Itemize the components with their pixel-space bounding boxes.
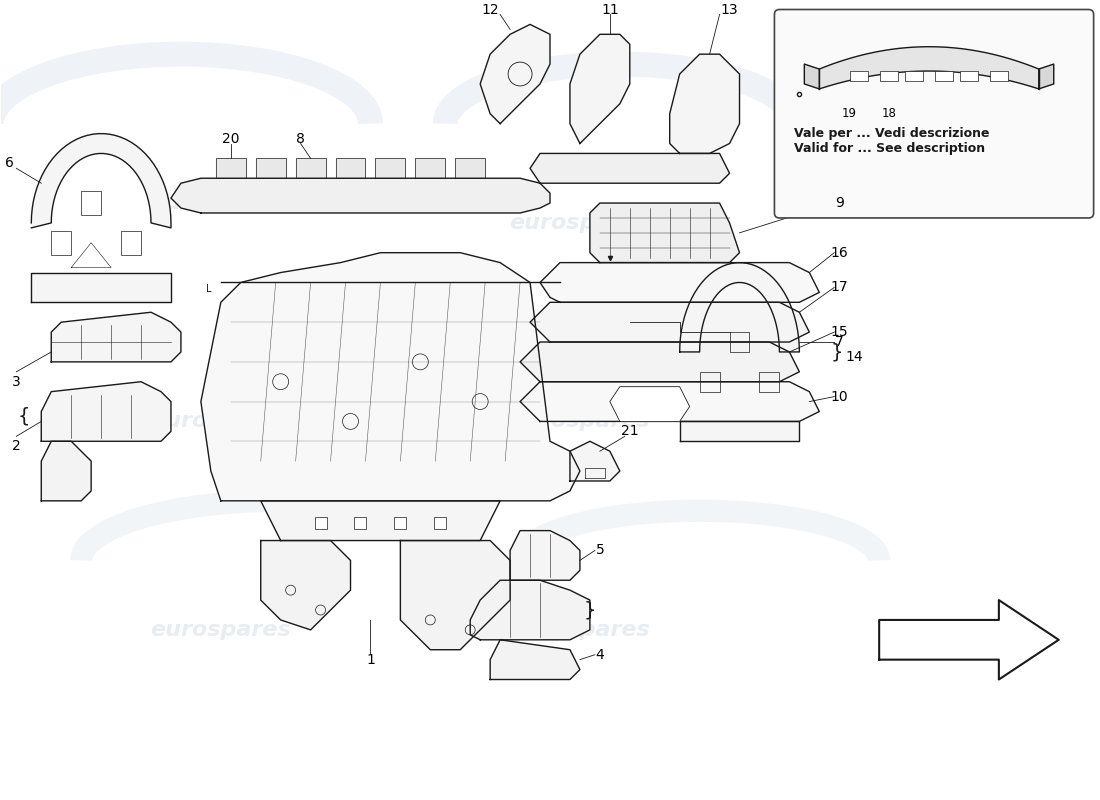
- Polygon shape: [261, 541, 351, 630]
- Bar: [935, 71, 953, 81]
- Bar: [759, 372, 780, 392]
- Bar: [354, 517, 366, 529]
- Bar: [905, 71, 923, 81]
- Text: 19: 19: [842, 107, 857, 120]
- Text: 11: 11: [601, 2, 618, 17]
- Bar: [121, 231, 141, 254]
- Bar: [729, 332, 749, 352]
- Text: eurospares: eurospares: [509, 620, 650, 640]
- Text: 9: 9: [835, 196, 844, 210]
- Text: 1: 1: [366, 653, 375, 666]
- Text: Vale per ... Vedi descrizione: Vale per ... Vedi descrizione: [794, 127, 990, 140]
- Polygon shape: [52, 312, 180, 362]
- Text: L: L: [206, 284, 211, 294]
- Polygon shape: [680, 422, 800, 442]
- Text: 12: 12: [482, 2, 499, 17]
- Polygon shape: [530, 302, 810, 342]
- Polygon shape: [42, 442, 91, 501]
- Polygon shape: [510, 530, 580, 580]
- Text: 15: 15: [830, 325, 848, 339]
- Text: 3: 3: [12, 374, 21, 389]
- Bar: [850, 71, 868, 81]
- Polygon shape: [416, 158, 446, 178]
- Polygon shape: [336, 158, 365, 178]
- Polygon shape: [491, 640, 580, 679]
- Text: }: }: [584, 601, 596, 619]
- Text: eurospares: eurospares: [509, 411, 650, 431]
- Polygon shape: [820, 46, 1038, 89]
- Polygon shape: [42, 382, 170, 442]
- Polygon shape: [570, 442, 619, 481]
- Text: 6: 6: [4, 156, 14, 170]
- Polygon shape: [31, 134, 170, 228]
- Polygon shape: [31, 273, 170, 302]
- Bar: [960, 71, 978, 81]
- Text: eurospares: eurospares: [509, 213, 650, 233]
- Text: eurospares: eurospares: [151, 620, 292, 640]
- Polygon shape: [804, 64, 820, 89]
- Text: 21: 21: [621, 424, 639, 438]
- Polygon shape: [170, 178, 550, 213]
- Bar: [315, 517, 327, 529]
- Polygon shape: [261, 501, 500, 541]
- Text: {: {: [18, 407, 30, 426]
- Text: 20: 20: [222, 131, 240, 146]
- Polygon shape: [255, 158, 286, 178]
- Polygon shape: [680, 262, 800, 352]
- Polygon shape: [216, 158, 245, 178]
- Polygon shape: [296, 158, 326, 178]
- Bar: [395, 517, 406, 529]
- Text: }: }: [830, 342, 844, 362]
- Text: 10: 10: [830, 390, 848, 404]
- Text: 4: 4: [595, 648, 604, 662]
- Polygon shape: [879, 600, 1058, 679]
- Bar: [434, 517, 447, 529]
- Polygon shape: [455, 158, 485, 178]
- Polygon shape: [520, 382, 820, 422]
- Text: 8: 8: [296, 131, 305, 146]
- Text: Valid for ... See description: Valid for ... See description: [794, 142, 986, 155]
- Polygon shape: [400, 541, 510, 650]
- Polygon shape: [375, 158, 406, 178]
- Polygon shape: [201, 253, 580, 501]
- Text: 7: 7: [835, 335, 844, 349]
- Polygon shape: [670, 54, 739, 154]
- Text: 17: 17: [830, 281, 848, 294]
- Text: eurospares: eurospares: [151, 193, 292, 213]
- Bar: [81, 191, 101, 215]
- Text: eurospares: eurospares: [151, 411, 292, 431]
- Bar: [990, 71, 1008, 81]
- Polygon shape: [570, 34, 630, 143]
- Text: 2: 2: [12, 439, 21, 454]
- Polygon shape: [590, 203, 739, 262]
- Polygon shape: [470, 580, 590, 640]
- Polygon shape: [530, 154, 729, 183]
- Text: 18: 18: [882, 107, 896, 120]
- Bar: [700, 372, 719, 392]
- Polygon shape: [520, 342, 800, 382]
- Text: 5: 5: [595, 543, 604, 558]
- Bar: [880, 71, 898, 81]
- Text: 16: 16: [830, 246, 848, 260]
- Polygon shape: [481, 24, 550, 124]
- Polygon shape: [609, 386, 690, 422]
- Text: 14: 14: [846, 350, 864, 364]
- FancyBboxPatch shape: [774, 10, 1093, 218]
- Bar: [52, 231, 72, 254]
- Polygon shape: [540, 262, 820, 302]
- Text: 13: 13: [720, 2, 738, 17]
- Polygon shape: [1038, 64, 1054, 89]
